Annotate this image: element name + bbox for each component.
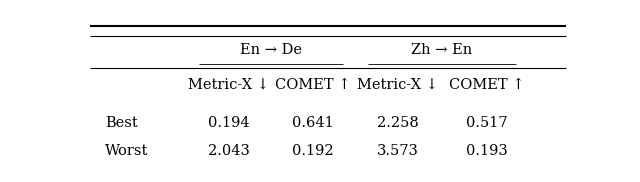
Text: Zh → En: Zh → En <box>412 43 473 57</box>
Text: En → De: En → De <box>240 43 302 57</box>
Text: Worst: Worst <box>105 144 148 158</box>
Text: Best: Best <box>105 116 138 130</box>
Text: Metric-X ↓: Metric-X ↓ <box>357 78 438 92</box>
Text: COMET ↑: COMET ↑ <box>449 78 524 92</box>
Text: 2.043: 2.043 <box>208 144 250 158</box>
Text: 0.193: 0.193 <box>466 144 508 158</box>
Text: 2.258: 2.258 <box>376 116 419 130</box>
Text: 0.192: 0.192 <box>292 144 334 158</box>
Text: 0.194: 0.194 <box>208 116 250 130</box>
Text: 0.517: 0.517 <box>466 116 508 130</box>
Text: COMET ↑: COMET ↑ <box>275 78 351 92</box>
Text: Metric-X ↓: Metric-X ↓ <box>188 78 269 92</box>
Text: 0.641: 0.641 <box>292 116 334 130</box>
Text: 3.573: 3.573 <box>376 144 419 158</box>
